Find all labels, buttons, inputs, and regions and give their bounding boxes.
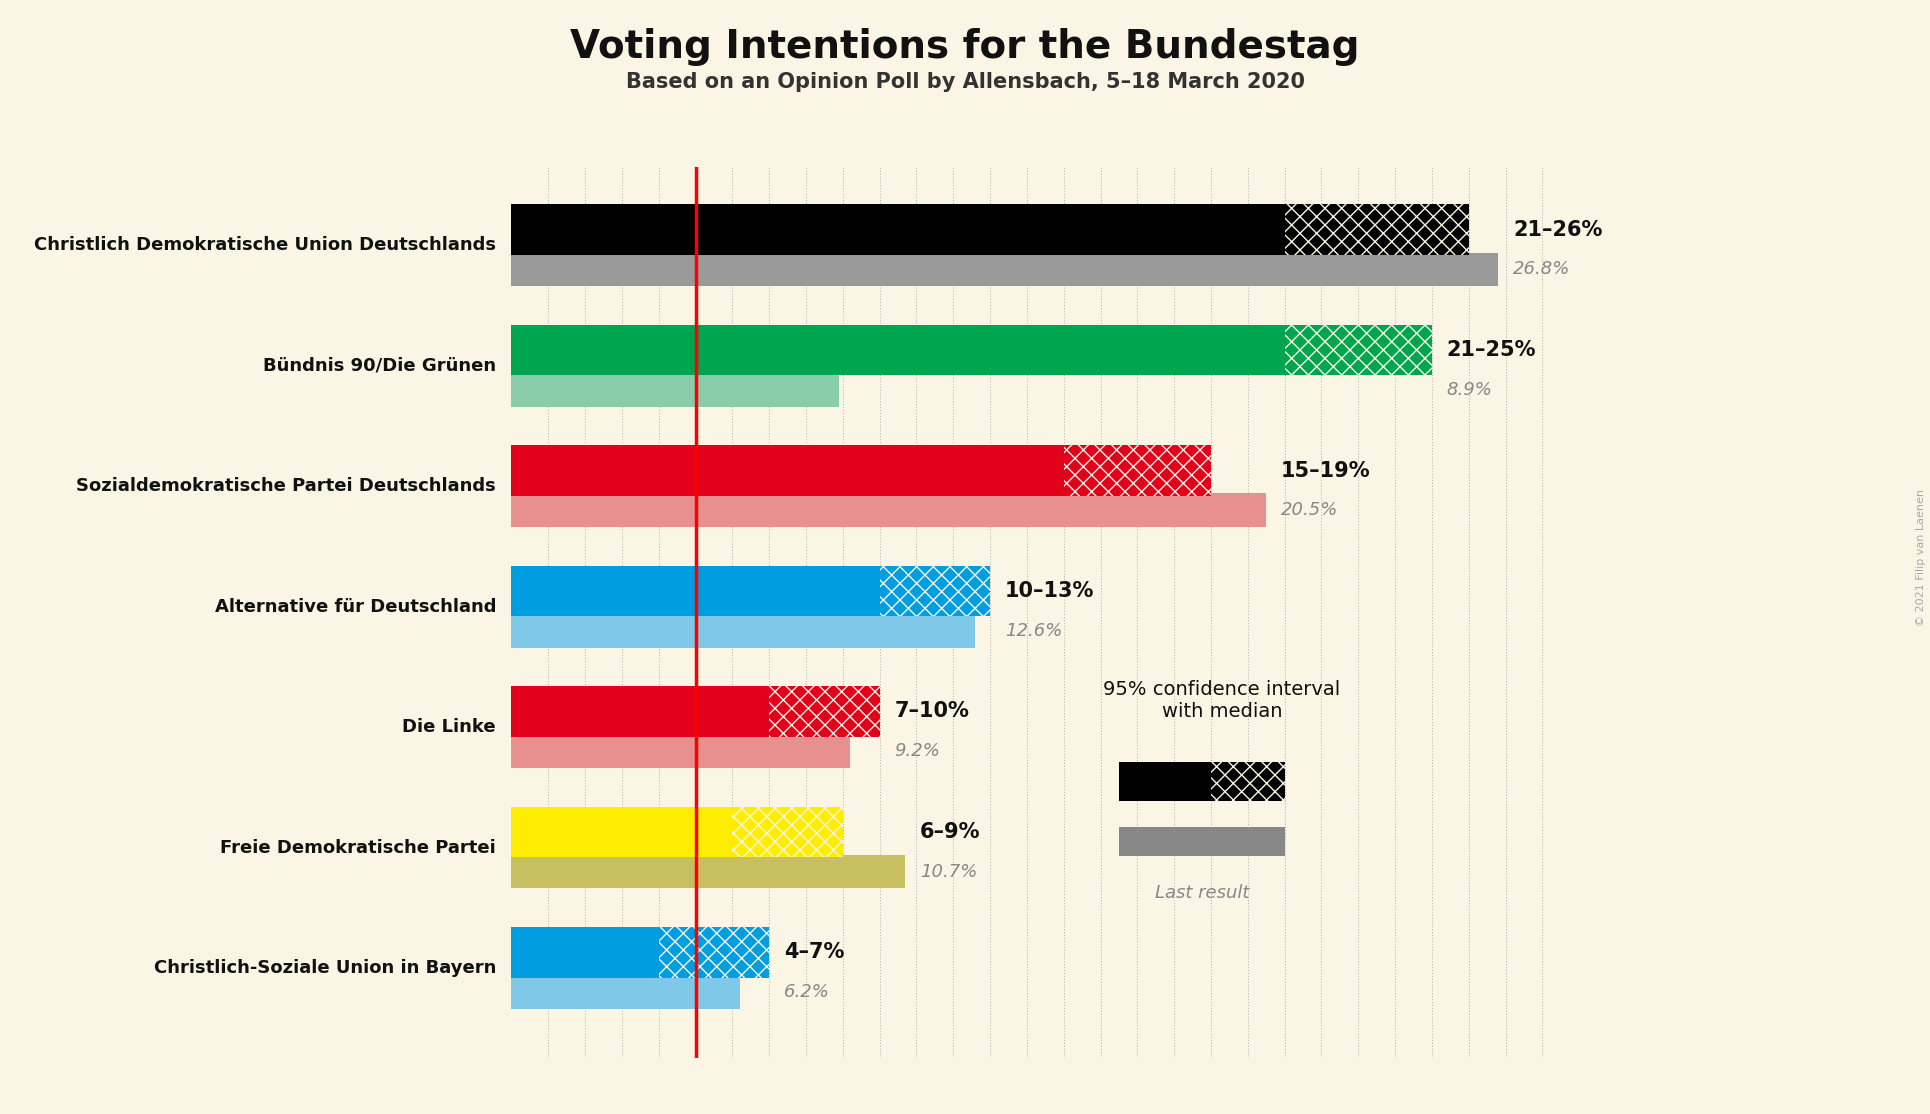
Text: Alternative für Deutschland: Alternative für Deutschland <box>214 598 496 616</box>
Text: Voting Intentions for the Bundestag: Voting Intentions for the Bundestag <box>569 28 1361 66</box>
Bar <box>511 927 658 978</box>
Bar <box>511 373 840 407</box>
Text: 7–10%: 7–10% <box>894 702 969 722</box>
Text: 10–13%: 10–13% <box>1006 582 1094 602</box>
Bar <box>511 494 1266 527</box>
Bar <box>511 686 770 736</box>
Text: © 2021 Filip van Laenen: © 2021 Filip van Laenen <box>1916 489 1926 625</box>
Bar <box>1119 762 1210 801</box>
Bar <box>511 807 731 857</box>
Text: 20.5%: 20.5% <box>1282 501 1337 519</box>
Bar <box>511 975 739 1009</box>
Text: 10.7%: 10.7% <box>921 862 977 881</box>
Text: 95% confidence interval
with median: 95% confidence interval with median <box>1104 680 1341 721</box>
Bar <box>1063 446 1210 496</box>
Text: Bündnis 90/Die Grünen: Bündnis 90/Die Grünen <box>262 356 496 374</box>
Bar <box>511 614 975 647</box>
Bar <box>511 734 851 768</box>
Bar <box>511 325 1285 375</box>
Text: 8.9%: 8.9% <box>1448 381 1492 399</box>
Text: 4–7%: 4–7% <box>784 942 843 962</box>
Text: 26.8%: 26.8% <box>1513 261 1571 278</box>
Bar <box>1210 762 1285 801</box>
Bar <box>511 854 905 889</box>
Text: Freie Demokratische Partei: Freie Demokratische Partei <box>220 839 496 857</box>
Bar <box>880 566 990 616</box>
Bar <box>658 927 770 978</box>
Bar <box>1119 827 1285 856</box>
Bar <box>511 446 1063 496</box>
Bar <box>511 566 880 616</box>
Text: 6–9%: 6–9% <box>921 822 980 842</box>
Bar <box>1285 325 1432 375</box>
Text: 15–19%: 15–19% <box>1282 460 1370 480</box>
Text: Die Linke: Die Linke <box>401 719 496 736</box>
Bar <box>511 205 1285 255</box>
Text: 9.2%: 9.2% <box>894 742 940 760</box>
Text: 21–26%: 21–26% <box>1513 219 1602 240</box>
Text: Based on an Opinion Poll by Allensbach, 5–18 March 2020: Based on an Opinion Poll by Allensbach, … <box>625 72 1305 92</box>
Bar <box>731 807 843 857</box>
Text: Christlich Demokratische Union Deutschlands: Christlich Demokratische Union Deutschla… <box>35 236 496 254</box>
Text: Sozialdemokratische Partei Deutschlands: Sozialdemokratische Partei Deutschlands <box>77 477 496 496</box>
Bar <box>511 253 1498 286</box>
Text: Last result: Last result <box>1154 883 1249 901</box>
Text: 21–25%: 21–25% <box>1448 340 1536 360</box>
Bar <box>770 686 880 736</box>
Bar <box>1285 205 1469 255</box>
Text: Christlich-Soziale Union in Bayern: Christlich-Soziale Union in Bayern <box>154 959 496 977</box>
Text: 6.2%: 6.2% <box>784 983 830 1001</box>
Text: 12.6%: 12.6% <box>1006 622 1062 639</box>
